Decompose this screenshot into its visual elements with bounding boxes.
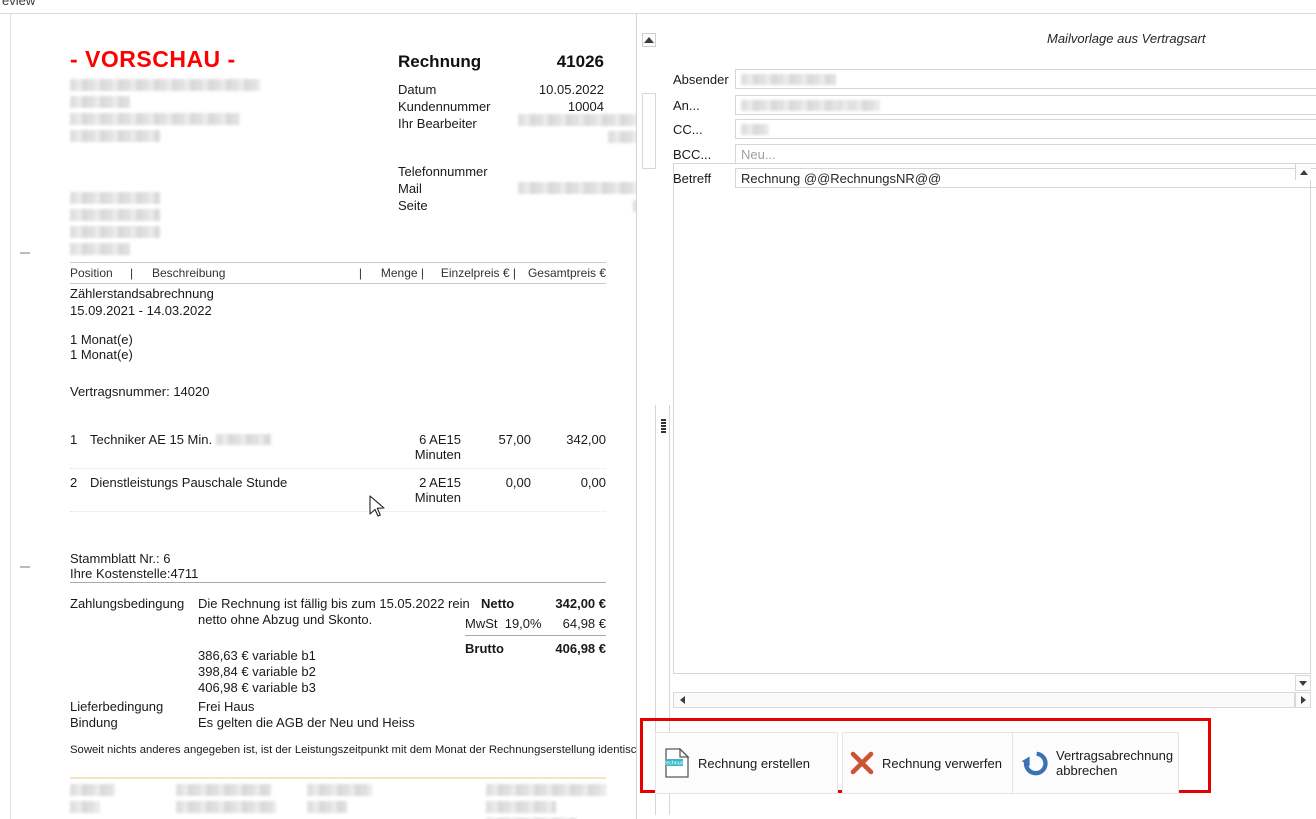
svg-text:Rechnung: Rechnung (664, 760, 687, 766)
